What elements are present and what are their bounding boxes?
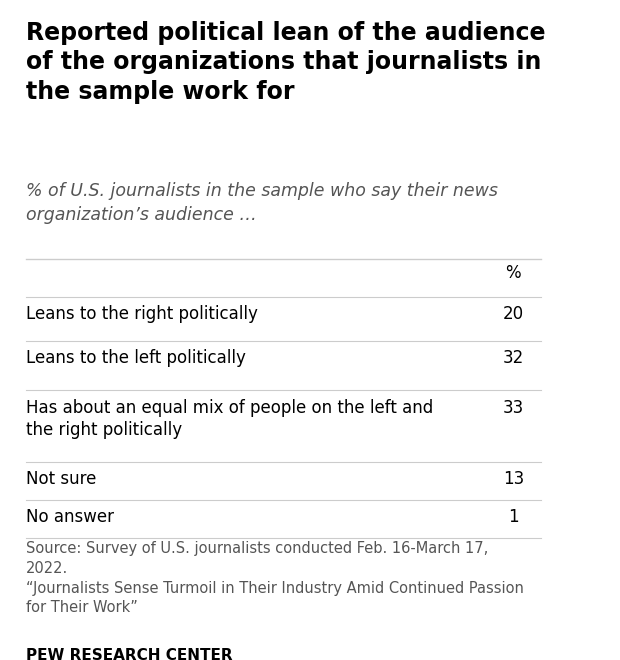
Text: 20: 20 bbox=[503, 306, 524, 323]
Text: PEW RESEARCH CENTER: PEW RESEARCH CENTER bbox=[26, 647, 233, 660]
Text: 13: 13 bbox=[503, 470, 524, 488]
Text: %: % bbox=[505, 265, 521, 282]
Text: Not sure: Not sure bbox=[26, 470, 97, 488]
Text: Reported political lean of the audience
of the organizations that journalists in: Reported political lean of the audience … bbox=[26, 20, 546, 104]
Text: % of U.S. journalists in the sample who say their news
organization’s audience …: % of U.S. journalists in the sample who … bbox=[26, 182, 498, 224]
Text: Leans to the right politically: Leans to the right politically bbox=[26, 306, 258, 323]
Text: Source: Survey of U.S. journalists conducted Feb. 16-March 17,
2022.
“Journalist: Source: Survey of U.S. journalists condu… bbox=[26, 541, 524, 615]
Text: No answer: No answer bbox=[26, 508, 114, 526]
Text: Has about an equal mix of people on the left and
the right politically: Has about an equal mix of people on the … bbox=[26, 399, 433, 439]
Text: 33: 33 bbox=[503, 399, 524, 416]
Text: 32: 32 bbox=[503, 349, 524, 367]
Text: Leans to the left politically: Leans to the left politically bbox=[26, 349, 246, 367]
Text: 1: 1 bbox=[508, 508, 519, 526]
